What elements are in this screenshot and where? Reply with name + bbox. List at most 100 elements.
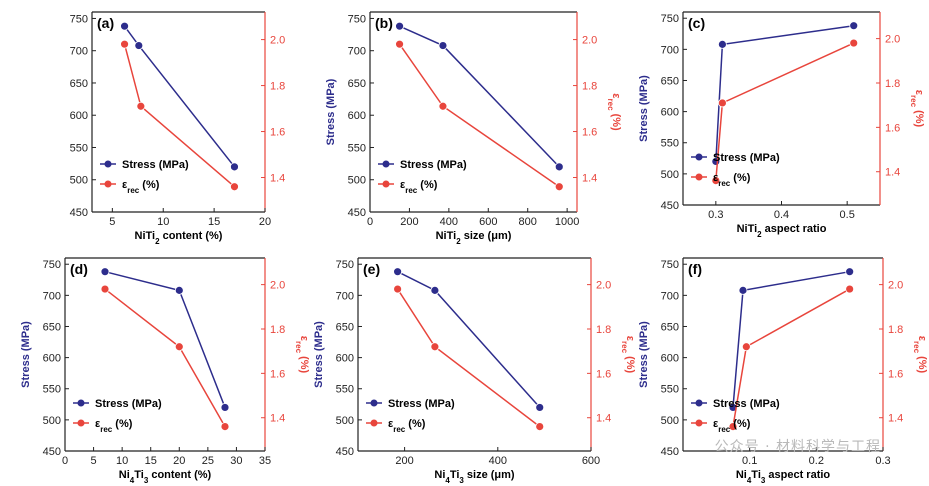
y-tick-label: 450 [661,200,679,212]
panel-letter: (d) [70,261,88,277]
y-tick-label: 600 [43,353,61,365]
y-tick-label: 700 [70,46,88,58]
x-tick-label: 0 [367,216,373,228]
legend-stress-marker [77,399,85,407]
y2-tick-label: 1.6 [888,368,903,380]
y-tick-label: 500 [70,175,88,187]
y-tick-label: 700 [661,44,679,56]
y-tick-label: 450 [43,446,61,458]
x-tick-label: 5 [91,455,97,467]
legend-stress-text: Stress (MPa) [95,398,162,410]
legend-strain-marker [695,419,703,427]
x-tick-label: 800 [519,216,537,228]
panel-letter: (e) [363,261,380,277]
y-tick-label: 750 [70,13,88,25]
y-tick-label: 650 [348,78,366,90]
y2-axis-label: εrec (%) [295,336,311,374]
strain-data-point [393,284,403,294]
y2-tick-label: 1.8 [582,81,597,93]
x-axis-label: NiTi2 aspect ratio [737,223,827,239]
stress-data-point [438,41,448,50]
legend-stress-marker [370,399,378,407]
y-axis-label: Stress (MPa) [20,321,32,388]
y-tick-label: 650 [336,321,354,333]
strain-data-point [120,39,129,49]
y-tick-label: 600 [661,353,679,365]
panel-letter: (f) [688,261,702,277]
y2-axis-label: εrec (%) [607,93,623,131]
legend-stress-text: Stress (MPa) [713,152,780,164]
legend-stress-text: Stress (MPa) [122,159,189,171]
stress-data-point [430,285,440,295]
y-tick-label: 500 [43,415,61,427]
y-tick-label: 450 [661,446,679,458]
x-axis-label: Ni4Ti3 size (μm) [434,469,515,485]
y-tick-label: 550 [661,384,679,396]
y-tick-label: 600 [661,107,679,119]
legend-stress-marker [104,160,112,168]
y2-axis-label: εrec (%) [913,336,929,374]
x-tick-label: 1000 [555,216,579,228]
stress-data-point [535,403,545,412]
x-tick-label: 25 [202,455,214,467]
y2-tick-label: 2.0 [596,280,611,292]
stress-data-point [554,162,564,172]
chart-panel-f: 0.1 0.2 0.3 450 500 550 600 650 700 750 1.4 1.6 1.8 2… [638,257,929,485]
stress-data-point [120,21,129,31]
y2-tick-label: 1.4 [270,413,285,425]
stress-series-line [715,24,854,162]
y-tick-label: 650 [70,78,88,90]
strain-data-point [430,342,440,352]
legend-stress-text: Stress (MPa) [388,398,455,410]
legend-stress-marker [695,153,703,161]
y2-tick-label: 2.0 [885,34,900,46]
strain-data-point [849,38,859,48]
stress-data-point [728,403,738,412]
y2-tick-label: 1.6 [885,122,900,134]
legend-strain-text: εrec (%) [713,418,751,434]
y2-tick-label: 1.6 [270,127,285,139]
y-tick-label: 450 [336,446,354,458]
x-tick-label: 0.2 [809,455,824,467]
y-axis-label: Stress (MPa) [638,75,650,142]
y-tick-label: 750 [348,13,366,25]
strain-data-point [711,176,721,185]
strain-data-point [174,342,184,352]
chart-panel-d: 0 5 10 15 20 25 30 35 450 500 550 600 650 700 750 1.4 1.… [20,257,311,485]
y-tick-label: 750 [336,259,354,271]
legend-strain-text: εrec (%) [400,179,438,195]
y2-tick-label: 1.8 [270,81,285,93]
y-axis-label: Stress (MPa) [313,321,325,388]
stress-data-point [738,285,748,295]
x-tick-label: 0.5 [840,209,855,221]
legend-stress-marker [382,160,390,168]
x-tick-label: 0.1 [742,455,757,467]
legend-strain-text: εrec (%) [95,418,133,434]
legend-stress-text: Stress (MPa) [400,159,467,171]
y2-tick-label: 2.0 [888,280,903,292]
stress-data-point [100,267,110,277]
stress-series-line [104,270,226,408]
y2-tick-label: 1.6 [270,368,285,380]
stress-data-point [220,403,230,412]
x-tick-label: 400 [489,455,507,467]
x-tick-label: 30 [230,455,242,467]
y2-tick-label: 2.0 [270,35,285,47]
y2-tick-label: 1.6 [596,368,611,380]
y-tick-label: 600 [70,110,88,122]
x-tick-label: 0 [62,455,68,467]
x-tick-label: 400 [440,216,458,228]
x-tick-label: 15 [145,455,157,467]
y2-axis-label: εrec (%) [621,336,637,374]
y2-tick-label: 1.4 [885,167,900,179]
y2-axis-label: εrec (%) [910,90,926,128]
y-tick-label: 750 [661,259,679,271]
y-tick-label: 650 [661,321,679,333]
watermark-text: 公众号 · 材料科学与工程 [714,439,881,455]
strain-data-point [728,422,738,431]
y-tick-label: 600 [348,110,366,122]
y2-tick-label: 1.8 [888,324,903,336]
legend-strain-text: εrec (%) [122,179,160,195]
legend-strain-marker [382,180,390,188]
